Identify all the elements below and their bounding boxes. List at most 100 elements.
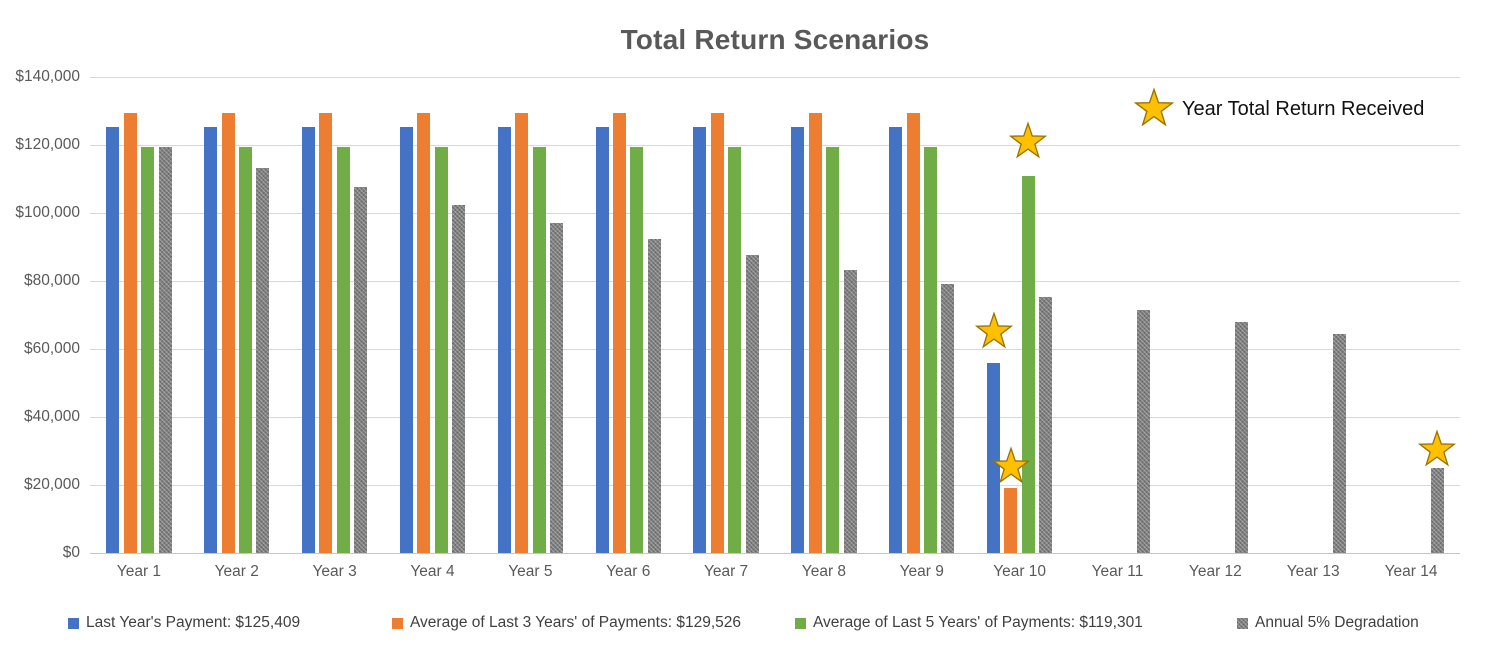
bar-year-8-s0 — [791, 126, 805, 553]
star-marker-year-10 — [991, 445, 1031, 489]
x-tick-label: Year 11 — [1091, 563, 1144, 580]
bar-year-8-s2 — [826, 147, 840, 553]
x-tick-label: Year 7 — [703, 563, 749, 580]
bar-year-14-s3 — [1430, 468, 1444, 553]
x-tick-label: Year 12 — [1188, 563, 1242, 580]
plot-area — [90, 76, 1460, 554]
gridline — [90, 212, 1460, 214]
marker-legend: Year Total Return Received — [1133, 87, 1425, 132]
bar-year-2-s2 — [238, 147, 252, 553]
bar-year-1-s1 — [123, 112, 137, 553]
bar-year-6-s2 — [630, 147, 644, 553]
bar-year-3-s3 — [354, 186, 368, 553]
bar-year-5-s1 — [515, 112, 529, 553]
bar-year-4-s2 — [434, 147, 448, 553]
bar-year-5-s2 — [532, 147, 546, 553]
bar-year-7-s0 — [693, 126, 707, 553]
bar-year-9-s1 — [906, 112, 920, 553]
y-tick-label: $140,000 — [15, 68, 80, 85]
star-marker-year-10 — [974, 311, 1013, 354]
x-tick-label: Year 4 — [410, 563, 455, 580]
star-icon — [1133, 87, 1175, 127]
bar-year-2-s1 — [221, 112, 235, 553]
bar-year-12-s3 — [1234, 322, 1248, 553]
bar-year-9-s0 — [889, 126, 903, 553]
bar-year-5-s3 — [549, 222, 563, 553]
x-tick-label: Year 6 — [606, 563, 651, 580]
bar-year-1-s2 — [141, 147, 155, 553]
x-tick-label: Year 3 — [312, 563, 357, 580]
bar-year-4-s3 — [452, 205, 466, 553]
gridline — [90, 144, 1460, 146]
star-icon — [1133, 87, 1175, 132]
bar-year-6-s3 — [647, 239, 661, 553]
x-tick-label: Year 1 — [116, 563, 162, 580]
star-icon — [991, 445, 1031, 484]
bar-year-8-s1 — [808, 112, 822, 553]
y-tick-label: $60,000 — [23, 340, 80, 357]
legend-item-last-year-payment: Last Year's Payment: $125,409 — [68, 614, 300, 632]
bar-year-5-s0 — [497, 126, 511, 553]
y-tick-label: $120,000 — [15, 136, 80, 153]
marker-legend-label: Year Total Return Received — [1182, 98, 1425, 120]
y-tick-label: $40,000 — [23, 408, 80, 425]
legend-item-avg-3-years: Average of Last 3 Years' of Payments: $1… — [392, 614, 741, 632]
gridline — [90, 484, 1460, 486]
x-tick-label: Year 10 — [993, 563, 1047, 580]
bar-year-3-s1 — [319, 112, 333, 553]
bar-year-6-s0 — [595, 126, 609, 553]
legend-label: Annual 5% Degradation — [1255, 614, 1419, 631]
gridline — [90, 416, 1460, 418]
legend-label: Last Year's Payment: $125,409 — [86, 614, 301, 631]
chart-title: Total Return Scenarios — [620, 24, 930, 55]
gridline — [90, 348, 1460, 350]
x-tick-label: Year 13 — [1286, 563, 1340, 580]
blue-swatch-icon — [68, 617, 79, 629]
bar-year-13-s3 — [1332, 333, 1346, 553]
bar-year-11-s3 — [1137, 310, 1151, 553]
bar-year-2-s3 — [256, 167, 270, 553]
bar-year-9-s2 — [923, 147, 937, 553]
bar-year-1-s0 — [106, 126, 120, 553]
x-tick-label: Year 2 — [214, 563, 259, 580]
x-tick-label: Year 9 — [899, 563, 944, 580]
star-icon — [1417, 428, 1457, 467]
bar-year-1-s3 — [158, 147, 172, 553]
orange-swatch-icon — [392, 617, 403, 629]
green-swatch-icon — [795, 617, 806, 629]
y-tick-label: $100,000 — [15, 204, 80, 221]
y-tick-label: $20,000 — [23, 476, 80, 493]
bar-year-9-s3 — [941, 283, 955, 553]
bar-year-8-s3 — [843, 269, 857, 553]
star-icon — [974, 311, 1013, 349]
x-tick-label: Year 8 — [801, 563, 847, 580]
y-tick-label: $80,000 — [23, 272, 80, 289]
bar-year-10-s1 — [1004, 488, 1018, 553]
bar-year-4-s1 — [417, 112, 431, 553]
star-marker-year-14 — [1417, 428, 1457, 472]
gray-swatch-icon — [1237, 617, 1248, 629]
bar-year-10-s2 — [1021, 175, 1035, 553]
legend-label: Average of Last 5 Years' of Payments: $1… — [813, 614, 1143, 631]
y-tick-label: $0 — [62, 544, 80, 561]
star-icon — [1009, 121, 1048, 159]
bar-year-3-s2 — [336, 147, 350, 553]
legend-item-degradation: Annual 5% Degradation — [1237, 614, 1419, 632]
bar-year-7-s2 — [728, 147, 742, 553]
bar-year-7-s1 — [710, 112, 724, 553]
gridline — [90, 76, 1460, 78]
bar-year-3-s0 — [302, 126, 316, 553]
bar-year-6-s1 — [613, 112, 626, 553]
legend-label: Average of Last 3 Years' of Payments: $1… — [410, 614, 741, 631]
gridline — [90, 280, 1460, 282]
bar-year-10-s0 — [987, 362, 1001, 553]
bar-year-10-s3 — [1039, 297, 1053, 553]
bar-year-4-s0 — [399, 126, 413, 553]
bar-year-7-s3 — [745, 254, 759, 553]
gridline — [90, 552, 1460, 554]
legend-item-avg-5-years: Average of Last 5 Years' of Payments: $1… — [795, 614, 1143, 632]
x-tick-label: Year 14 — [1384, 563, 1438, 580]
bar-year-2-s0 — [204, 126, 218, 553]
x-tick-label: Year 5 — [508, 563, 553, 580]
